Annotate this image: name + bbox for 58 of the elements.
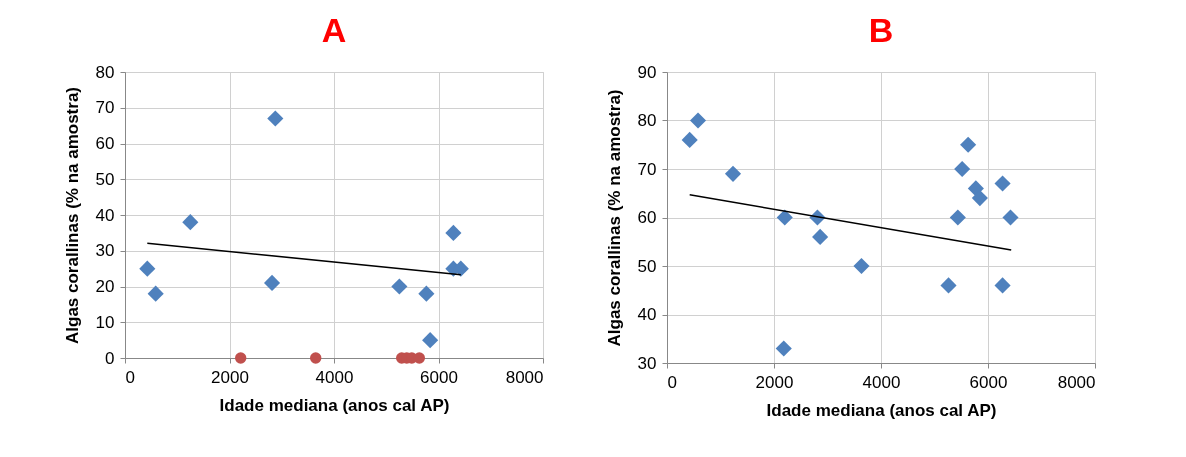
chart-title: B xyxy=(868,11,894,49)
point xyxy=(994,277,1011,294)
y-tick-label: 0 xyxy=(105,348,115,368)
y-tick-label: 60 xyxy=(637,208,657,227)
y-tick-label: 10 xyxy=(95,312,115,332)
y-tick-label: 20 xyxy=(95,277,115,296)
point xyxy=(954,160,971,178)
y-tick-label: 70 xyxy=(637,159,657,179)
point xyxy=(263,274,281,291)
x-axis-title: Idade mediana (anos cal AP) xyxy=(219,395,450,415)
x-tick-label: 6000 xyxy=(969,372,1008,392)
x-tick-label: 2000 xyxy=(755,372,794,392)
y-tick-label: 90 xyxy=(637,62,657,82)
y-tick-label: 30 xyxy=(95,241,115,261)
y-tick-label: 50 xyxy=(95,169,115,189)
point xyxy=(681,131,698,148)
point xyxy=(971,190,988,207)
y-tick-label: 40 xyxy=(637,305,657,324)
y-tick-label: 40 xyxy=(95,205,115,225)
x-tick-label: 2000 xyxy=(211,367,249,387)
point xyxy=(812,228,829,245)
x-axis-title: Idade mediana (anos cal AP) xyxy=(766,400,997,420)
y-tick-label: 80 xyxy=(95,62,115,82)
x-tick-label: 4000 xyxy=(862,372,901,392)
point xyxy=(775,340,792,357)
point xyxy=(422,332,439,349)
point xyxy=(139,260,156,277)
point xyxy=(234,352,247,364)
point xyxy=(445,224,462,241)
point xyxy=(418,285,435,302)
point xyxy=(1002,209,1019,226)
point xyxy=(724,165,742,182)
point xyxy=(949,209,966,226)
x-tick-label: 6000 xyxy=(420,367,458,387)
y-tick-label: 80 xyxy=(637,111,657,130)
point xyxy=(960,136,977,153)
x-tick-label: 0 xyxy=(667,372,677,392)
y-axis-title: Algas corallinas (% na amostra) xyxy=(604,89,624,347)
point xyxy=(940,277,957,294)
point xyxy=(853,257,870,275)
point xyxy=(391,278,408,295)
y-tick-label: 70 xyxy=(95,98,115,118)
x-tick-label: 4000 xyxy=(315,367,354,387)
x-tick-label: 8000 xyxy=(1057,372,1096,392)
y-tick-label: 60 xyxy=(95,134,115,153)
y-axis-title: Algas corallinas (% na amostra) xyxy=(62,87,82,344)
x-tick-label: 8000 xyxy=(505,367,544,387)
point xyxy=(689,112,707,129)
chart-title: A xyxy=(321,11,347,49)
point xyxy=(147,285,164,302)
point xyxy=(267,110,284,127)
point xyxy=(310,352,322,364)
x-tick-label: 0 xyxy=(125,367,135,387)
point xyxy=(776,209,793,226)
y-tick-label: 50 xyxy=(637,256,657,276)
y-tick-label: 30 xyxy=(637,353,657,373)
point xyxy=(994,175,1011,192)
point xyxy=(182,214,199,231)
